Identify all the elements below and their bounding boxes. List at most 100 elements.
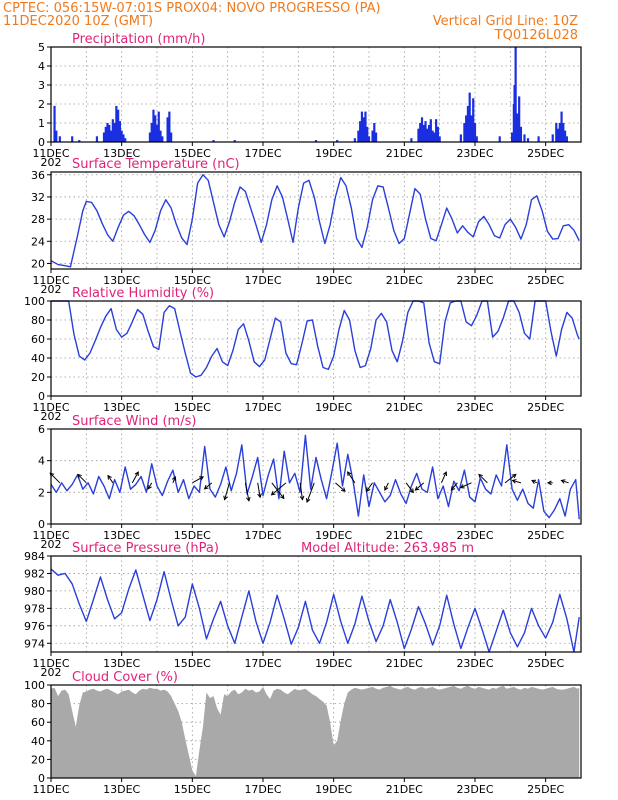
precip-bar <box>472 98 475 142</box>
precip-bar <box>58 136 61 142</box>
precip-bar <box>555 123 558 142</box>
y-tick-label: 5 <box>38 41 45 54</box>
precip-bar <box>152 109 155 142</box>
precip-bar <box>233 140 236 142</box>
y-tick-label: 60 <box>31 716 45 729</box>
y-tick-label: 2 <box>38 98 45 111</box>
wind-arrow <box>204 482 213 490</box>
precip-bar <box>422 124 425 142</box>
wind-arrow-head <box>245 496 251 502</box>
precip-bar <box>466 105 470 142</box>
wind-arrow-head <box>199 476 205 481</box>
x-tick-label: 17DEC <box>244 657 281 670</box>
panel-title-secondary: Model Altitude: 263.985 m <box>301 541 474 556</box>
x-tick-label: 11DEC <box>32 529 69 542</box>
wind-arrow-head <box>459 484 465 489</box>
precip-bar <box>551 134 554 142</box>
panel-frame <box>50 555 582 653</box>
wind-arrow-head <box>203 484 209 490</box>
x-tick-label: 21DEC <box>386 401 423 414</box>
y-tick-label: 1 <box>38 117 45 130</box>
x-tick-label: 19DEC <box>315 401 352 414</box>
precip-bar <box>523 134 526 142</box>
precip-bar <box>157 111 160 142</box>
precip-bar <box>117 109 120 142</box>
x-tick-label: 15DEC <box>174 147 211 160</box>
y-tick-label: 4 <box>38 455 45 468</box>
precip-bar <box>159 130 162 142</box>
wind-arrow <box>271 482 285 499</box>
y-tick-label: 0 <box>38 390 45 403</box>
x-tick-label: 15DEC <box>174 657 211 670</box>
precip-bar <box>511 132 514 142</box>
x-tick-label: 13DEC <box>103 529 140 542</box>
wind-arrow <box>271 482 287 496</box>
x-tick-label: 11DEC <box>32 783 69 796</box>
wind-arrow <box>299 482 303 500</box>
y-tick-label: 100 <box>24 679 45 692</box>
wind-arrow <box>460 482 472 489</box>
precip-bar <box>556 128 560 142</box>
wind-arrow-head <box>442 471 448 477</box>
precip-bar <box>463 123 466 142</box>
wind-arrow <box>257 482 261 498</box>
wind-arrow-head <box>171 475 177 481</box>
x-tick-label: 25DEC <box>527 147 564 160</box>
x-tick-label: 13DEC <box>103 783 140 796</box>
x-tick-label: 17DEC <box>244 147 281 160</box>
panel-title: Relative Humidity (%) <box>72 286 214 301</box>
x-tick-label: 19DEC <box>315 274 352 287</box>
panels: 0 1 2 3 4 5 11DEC 13DEC 15DEC 17DEC 19DEC 21DEC 23DE… <box>24 32 582 796</box>
wind-arrow <box>77 474 87 484</box>
x-year-label: 202 <box>41 666 62 679</box>
x-tick-label: 13DEC <box>103 274 140 287</box>
precip-bar <box>166 117 169 142</box>
wind-arrow <box>415 482 425 491</box>
wind-arrow <box>440 471 447 484</box>
wind-arrow-head <box>257 493 262 499</box>
x-tick-label: 23DEC <box>456 401 493 414</box>
y-tick-label: 3 <box>38 79 45 92</box>
x-tick-label: 17DEC <box>244 401 281 414</box>
precip-bar <box>424 121 427 142</box>
y-tick-label: 6 <box>38 423 45 436</box>
wind-arrow <box>384 482 389 491</box>
wind-arrow <box>347 471 356 484</box>
precip-bar <box>560 111 563 142</box>
y-tick-label: 20 <box>31 753 45 766</box>
x-tick-label: 11DEC <box>32 657 69 670</box>
precip-bar <box>154 115 157 142</box>
wind-arrow <box>192 476 204 484</box>
x-tick-label: 11DEC <box>32 147 69 160</box>
x-tick-label: 13DEC <box>103 147 140 160</box>
precip-bar <box>427 124 431 142</box>
wind-arrow-head <box>299 495 305 501</box>
wind-arrow-head <box>279 494 285 500</box>
wind-arrow-head <box>560 479 566 484</box>
x-tick-label: 25DEC <box>527 783 564 796</box>
x-tick-label: 15DEC <box>174 529 211 542</box>
y-tick-label: 80 <box>31 698 45 711</box>
precip-bar <box>435 119 438 142</box>
wind-arrow <box>131 471 139 484</box>
precip-bar <box>155 124 159 142</box>
wind-arrow-head <box>511 473 517 479</box>
series-line-pres <box>50 568 580 653</box>
y-tick-label: 2 <box>38 486 45 499</box>
wind-arrow-head <box>107 474 112 480</box>
precip-bar <box>120 130 123 142</box>
panel-title: Cloud Cover (%) <box>72 670 178 685</box>
x-year-label: 202 <box>41 283 62 296</box>
wind-arrow-head <box>347 471 352 477</box>
precip-bar <box>565 136 568 142</box>
wind-arrow-head <box>147 484 152 490</box>
precip-bar <box>564 130 567 142</box>
y-tick-label: 40 <box>31 735 45 748</box>
precip-bar <box>78 140 81 142</box>
precip-bar <box>362 117 365 142</box>
x-tick-label: 21DEC <box>386 274 423 287</box>
wind-arrow <box>172 476 176 484</box>
precip-bar <box>360 111 364 142</box>
panel-precip: 0 1 2 3 4 5 11DEC 13DEC 15DEC 17DEC 19DEC 21DEC 23DE… <box>32 32 582 169</box>
x-tick-label: 25DEC <box>527 401 564 414</box>
